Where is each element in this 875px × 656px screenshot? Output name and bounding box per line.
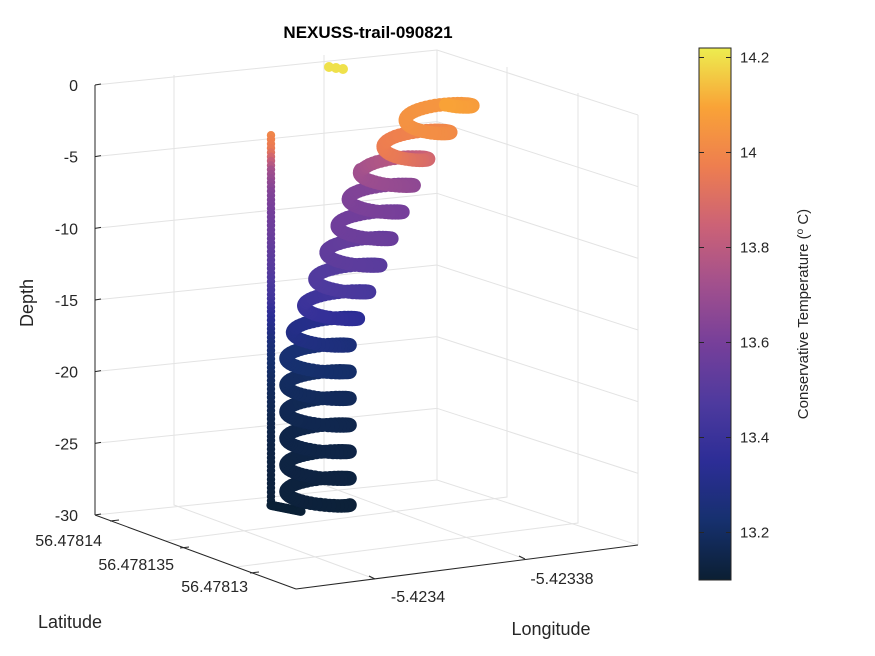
latitude-axis-line [94, 514, 297, 590]
longitude-axis-line [295, 544, 639, 590]
data-point [296, 506, 306, 516]
z-tick-mark [94, 441, 102, 444]
latitude-tick-mark [109, 519, 120, 522]
z-ticks: 0 -5 -10 -15 -20 -25 -30 [55, 78, 102, 525]
z-tick-mark [94, 155, 102, 158]
colorbar-label: Conservative Temperature (o C) [795, 209, 813, 419]
z-axis-label: Depth [17, 279, 37, 327]
latitude-tick-label: 56.47813 [181, 579, 248, 596]
data-points [266, 62, 480, 516]
z-tick-mark [94, 83, 102, 86]
chart-title: NEXUSS-trail-090821 [283, 23, 452, 42]
colorbar-ticks: 14.2 14 13.8 13.6 13.4 13.2 [699, 50, 769, 542]
z-tick-mark [94, 226, 102, 229]
longitude-ticks: -5.4234 -5.42338 [368, 555, 594, 606]
colorbar-tick-label: 13.4 [740, 430, 769, 447]
longitude-tick-mark [518, 555, 526, 560]
z-tick-mark [94, 513, 102, 516]
z-tick-mark [94, 298, 102, 301]
grid [94, 49, 639, 580]
latitude-tick-label: 56.478135 [98, 557, 174, 574]
latitude-axis-label: Latitude [38, 612, 102, 632]
colorbar-gradient [698, 47, 732, 581]
z-tick-label: -20 [55, 365, 78, 382]
latitude-tick-label: 56.47814 [35, 533, 102, 550]
data-point [338, 64, 348, 74]
colorbar-tick-label: 13.2 [740, 525, 769, 542]
latitude-tick-mark [179, 546, 190, 549]
z-tick-mark [94, 370, 102, 373]
latitude-gridline [164, 67, 508, 542]
z-tick-label: -25 [55, 436, 78, 453]
colorbar-tick-label: 13.6 [740, 335, 769, 352]
z-gridline [94, 336, 639, 403]
z-tick-label: 0 [69, 78, 78, 95]
z-gridline [94, 479, 639, 546]
longitude-axis-label: Longitude [511, 619, 590, 639]
colorbar-tick-label: 14 [740, 145, 757, 162]
longitude-tick-mark [368, 575, 376, 580]
z-tick-label: -30 [55, 508, 78, 525]
colorbar-tick-label: 13.8 [740, 240, 769, 257]
z-tick-label: -15 [55, 293, 78, 310]
colorbar-tick-label: 14.2 [740, 50, 769, 67]
longitude-tick-label: -5.42338 [530, 571, 593, 588]
z-gridline [94, 407, 639, 474]
colorbar: 14.2 14 13.8 13.6 13.4 13.2 Conservative Temp… [698, 47, 813, 581]
longitude-gridline [173, 75, 376, 580]
longitude-tick-label: -5.4234 [391, 589, 445, 606]
data-point [439, 98, 453, 112]
z-gridline [94, 49, 639, 116]
z-tick-label: -5 [64, 150, 78, 167]
latitude-gridline [235, 93, 579, 568]
latitude-tick-mark [249, 571, 260, 574]
z-tick-label: -10 [55, 221, 78, 238]
latitude-ticks: 56.47814 56.478135 56.47813 [35, 519, 260, 596]
